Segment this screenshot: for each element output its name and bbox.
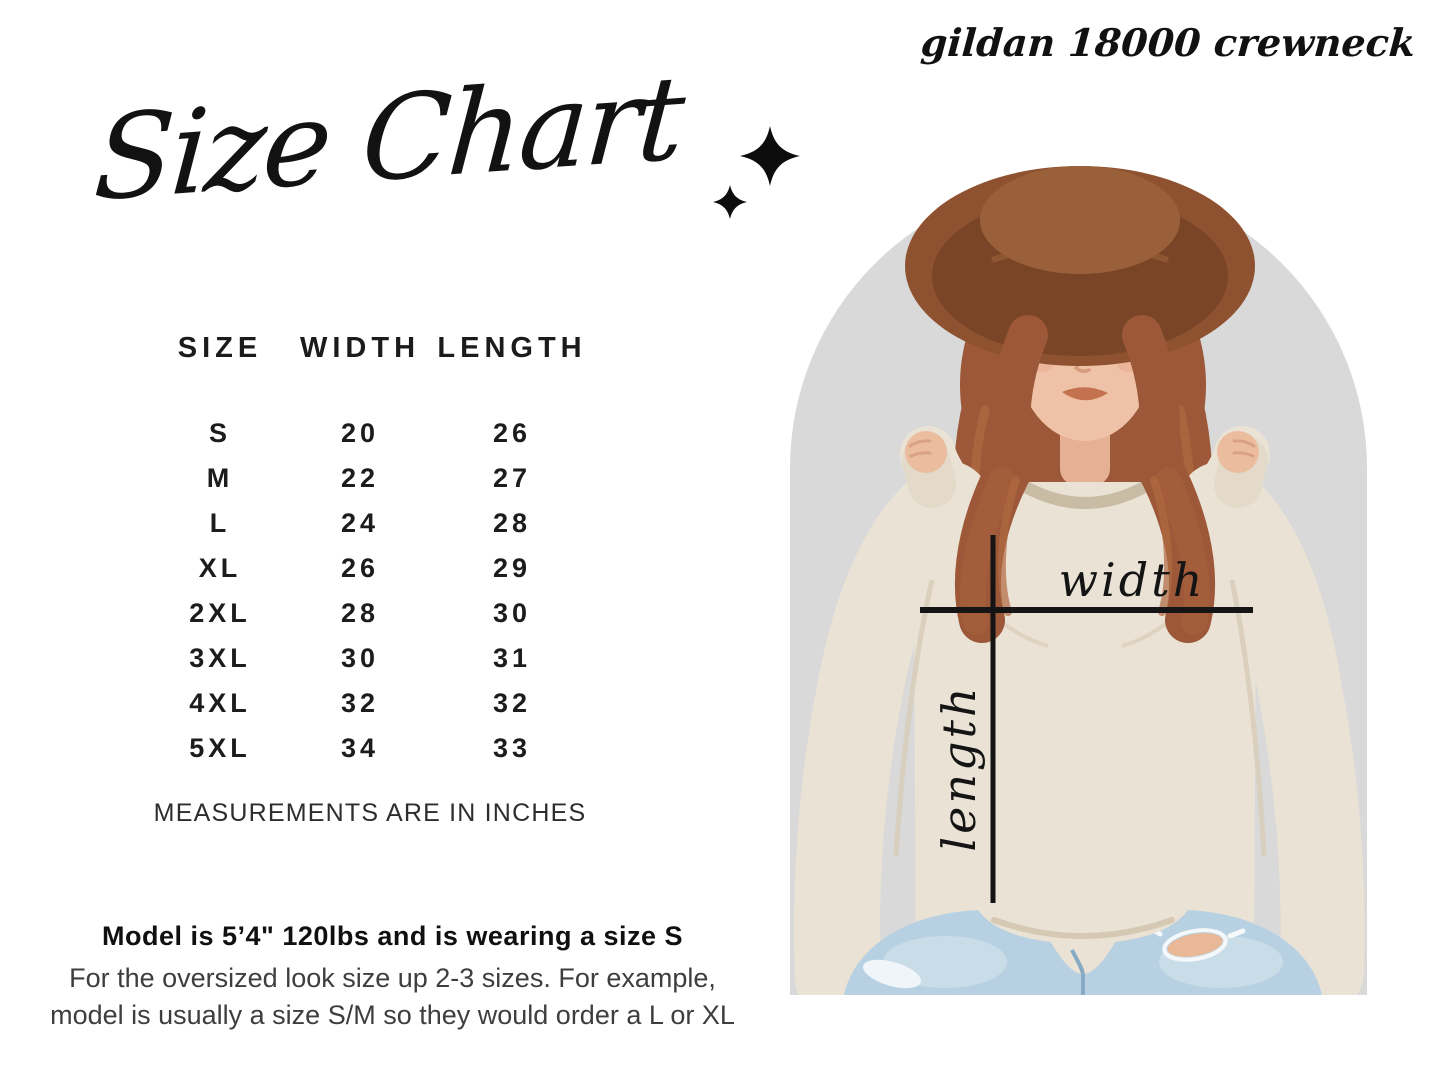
table-row: 3XL 30 31 [140, 636, 604, 681]
table-header-row: SIZE WIDTH LENGTH [140, 332, 604, 365]
width-cell: 30 [340, 643, 380, 673]
length-cell: 31 [492, 643, 532, 673]
sparkles-icon [713, 126, 800, 219]
table-row: 5XL 34 33 [140, 726, 604, 771]
length-cell: 33 [492, 733, 532, 763]
measurements-footnote: MEASUREMENTS ARE IN INCHES [153, 799, 587, 827]
brand-label: gildan 18000 crewneck [919, 20, 1417, 65]
size-cell: S [208, 418, 231, 448]
size-cell: 5XL [189, 733, 251, 763]
sweatshirt-hem [969, 872, 1197, 944]
size-table: SIZE WIDTH LENGTH S 20 26 M 22 27 L 24 2… [140, 332, 604, 771]
size-cell: L [209, 508, 231, 538]
width-cell: 20 [340, 418, 380, 448]
model-notes: Model is 5’4" 120lbs and is wearing a si… [40, 921, 745, 1034]
table-row: 4XL 32 32 [140, 681, 604, 726]
size-cell: M [206, 463, 234, 493]
col-header-width: WIDTH [300, 332, 421, 364]
table-row: M 22 27 [140, 456, 604, 501]
length-cell: 27 [492, 463, 532, 493]
model-info-bold: Model is 5’4" 120lbs and is wearing a si… [101, 921, 684, 951]
table-body: S 20 26 M 22 27 L 24 28 XL 26 29 2XL 28 [140, 411, 604, 771]
col-header-size: SIZE [177, 332, 263, 364]
measurement-annotations: width length [920, 535, 1253, 903]
page-title: Size Chart [90, 50, 687, 228]
length-cell: 29 [492, 553, 532, 583]
length-cell: 30 [492, 598, 532, 628]
width-cell: 22 [340, 463, 380, 493]
table-row: L 24 28 [140, 501, 604, 546]
size-cell: 2XL [189, 598, 251, 628]
width-cell: 28 [340, 598, 380, 628]
jeans [844, 909, 1322, 995]
oversize-note-line1: For the oversized look size up 2-3 sizes… [69, 963, 716, 993]
width-cell: 24 [340, 508, 380, 538]
col-header-length: LENGTH [437, 332, 587, 364]
length-label: length [932, 684, 986, 851]
length-cell: 28 [492, 508, 532, 538]
model-hat [905, 166, 1255, 366]
width-cell: 34 [340, 733, 380, 763]
model-photo: width length [790, 166, 1367, 995]
table-row: 2XL 28 30 [140, 591, 604, 636]
table-row: S 20 26 [140, 411, 604, 456]
width-cell: 26 [340, 553, 380, 583]
table-row: XL 26 29 [140, 546, 604, 591]
width-cell: 32 [340, 688, 380, 718]
size-cell: XL [198, 553, 242, 583]
length-cell: 26 [492, 418, 532, 448]
size-cell: 3XL [189, 643, 251, 673]
width-label: width [1059, 553, 1206, 607]
oversize-note-line2: model is usually a size S/M so they woul… [50, 1000, 735, 1030]
length-cell: 32 [492, 688, 532, 718]
size-cell: 4XL [189, 688, 251, 718]
